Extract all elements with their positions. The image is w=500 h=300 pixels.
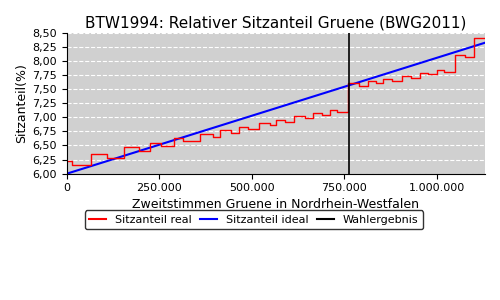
Sitzanteil real bbox=[218, 135, 224, 139]
Sitzanteil real bbox=[471, 36, 477, 40]
Title: BTW1994: Relativer Sitzanteil Gruene (BWG2011): BTW1994: Relativer Sitzanteil Gruene (BW… bbox=[85, 15, 466, 30]
Sitzanteil real bbox=[292, 120, 298, 124]
Sitzanteil real bbox=[482, 36, 488, 40]
Sitzanteil real bbox=[218, 128, 224, 132]
X-axis label: Zweitstimmen Gruene in Nordrhein-Westfalen: Zweitstimmen Gruene in Nordrhein-Westfal… bbox=[132, 198, 420, 211]
Sitzanteil real bbox=[398, 74, 404, 78]
Sitzanteil real bbox=[408, 76, 414, 80]
Sitzanteil real bbox=[197, 132, 203, 136]
Sitzanteil real bbox=[69, 164, 75, 167]
Sitzanteil real bbox=[64, 160, 70, 163]
Line: Sitzanteil real: Sitzanteil real bbox=[66, 38, 485, 165]
Y-axis label: Sitzanteil(%): Sitzanteil(%) bbox=[15, 63, 28, 143]
Legend: Sitzanteil real, Sitzanteil ideal, Wahlergebnis: Sitzanteil real, Sitzanteil ideal, Wahle… bbox=[84, 210, 423, 229]
